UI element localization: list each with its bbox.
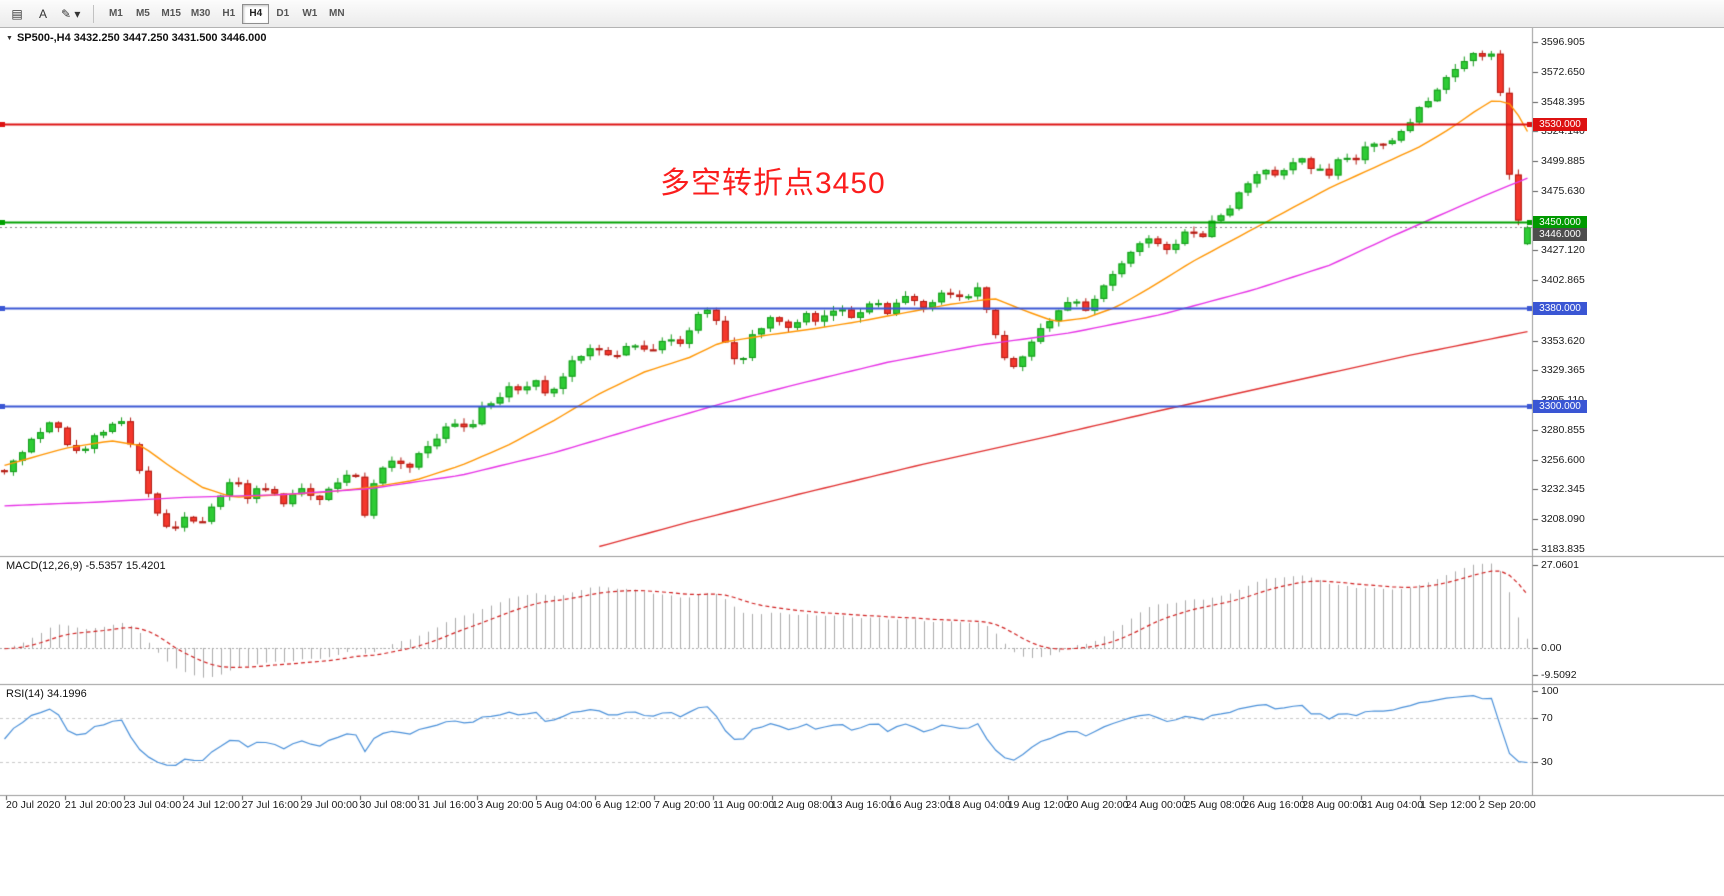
symbol-ohlc-text: SP500-,H4 3432.250 3447.250 3431.500 344… [16, 32, 267, 44]
time-label: 28 Aug 00:00 [1302, 799, 1365, 811]
time-label: 27 Jul 16:00 [241, 799, 299, 811]
time-label: 26 Aug 16:00 [1243, 799, 1306, 811]
price-axis-tick: 3475.630 [1541, 184, 1585, 197]
price-axis-tick: 3596.905 [1541, 36, 1585, 49]
macd-axis-label: 27.0601 [1541, 559, 1579, 571]
timeframe-button-group: M1 M5 M15 M30 H1 H4 D1 W1 MN [102, 3, 350, 24]
time-label: 3 Aug 20:00 [477, 799, 534, 811]
price-axis-tick: 3548.395 [1541, 95, 1585, 108]
time-label: 20 Aug 20:00 [1066, 799, 1129, 811]
timeframe-H1[interactable]: H1 [215, 4, 242, 24]
time-label: 25 Aug 08:00 [1184, 799, 1247, 811]
time-label: 31 Aug 04:00 [1361, 799, 1424, 811]
price-tag-3380[interactable]: 3380.000 [1533, 301, 1587, 315]
timeframe-MN[interactable]: MN [323, 4, 350, 24]
timeframe-D1[interactable]: D1 [269, 4, 296, 24]
chart-canvas[interactable] [0, 28, 1724, 896]
price-axis-tick: 3183.835 [1541, 543, 1585, 555]
macd-axis-label: 0.00 [1541, 641, 1562, 654]
timeframe-M1[interactable]: M1 [102, 4, 129, 24]
symbol-ohlc-label: ▼ SP500-,H4 3432.250 3447.250 3431.500 3… [6, 32, 267, 44]
time-label: 31 Jul 16:00 [418, 799, 476, 811]
rsi-axis-label: 70 [1541, 712, 1553, 724]
time-label: 11 Aug 00:00 [713, 799, 775, 811]
time-label: 1 Sep 12:00 [1420, 799, 1477, 811]
price-axis-tick: 3232.345 [1541, 483, 1585, 496]
price-axis-tick: 3280.855 [1541, 423, 1585, 436]
draw-tool-button[interactable]: ✎ ▾ [56, 3, 85, 25]
time-label: 5 Aug 04:00 [536, 799, 593, 811]
chart-annotation[interactable]: 多空转折点3450 [660, 167, 886, 200]
chart-list-button[interactable]: ▤ [4, 3, 30, 25]
price-axis-tick: 3499.885 [1541, 155, 1585, 168]
time-label: 21 Jul 20:00 [64, 799, 123, 811]
price-axis-tick: 3329.365 [1541, 364, 1585, 377]
time-label: 13 Aug 16:00 [830, 799, 893, 811]
time-label: 24 Jul 12:00 [182, 799, 240, 811]
rsi-axis-label: 100 [1541, 685, 1559, 697]
symbol-dropdown-icon[interactable]: ▼ [6, 34, 13, 42]
price-axis-tick: 3402.865 [1541, 274, 1585, 287]
time-label: 12 Aug 08:00 [772, 799, 834, 811]
timeframe-M5[interactable]: M5 [129, 4, 156, 24]
price-tag-3530[interactable]: 3530.000 [1533, 117, 1587, 131]
macd-label: MACD(12,26,9) -5.5357 15.4201 [6, 560, 166, 572]
price-axis-tick: 3427.120 [1541, 244, 1585, 257]
time-label: 19 Aug 12:00 [1007, 799, 1070, 811]
time-label: 2 Sep 20:00 [1479, 799, 1536, 811]
price-tag-3446[interactable]: 3446.000 [1533, 227, 1587, 241]
timeframe-M15[interactable]: M15 [156, 4, 185, 24]
text-tool-button[interactable]: A [30, 3, 56, 25]
time-label: 23 Jul 04:00 [123, 799, 182, 811]
timeframe-M30[interactable]: M30 [186, 4, 215, 24]
timeframe-W1[interactable]: W1 [296, 4, 323, 24]
time-label: 16 Aug 23:00 [889, 799, 952, 811]
time-label: 29 Jul 00:00 [300, 799, 358, 811]
price-tag-3450[interactable]: 3450.000 [1533, 215, 1587, 229]
time-label: 30 Jul 08:00 [359, 799, 417, 811]
time-label: 20 Jul 2020 [6, 799, 61, 811]
toolbar-separator [93, 4, 95, 23]
price-axis-tick: 3353.620 [1541, 334, 1585, 347]
time-label: 7 Aug 20:00 [654, 799, 711, 811]
time-label: 24 Aug 00:00 [1125, 799, 1188, 811]
toolbar: ▤ A ✎ ▾ M1 M5 M15 M30 H1 H4 D1 W1 MN [0, 0, 1724, 28]
rsi-axis-label: 30 [1541, 756, 1553, 768]
price-tag-3300[interactable]: 3300.000 [1533, 399, 1587, 413]
rsi-label: RSI(14) 34.1996 [6, 688, 87, 700]
price-axis-tick: 3572.650 [1541, 65, 1585, 78]
time-label: 18 Aug 04:00 [948, 799, 1011, 811]
time-label: 6 Aug 12:00 [595, 799, 652, 811]
macd-axis-label: -9.5092 [1541, 669, 1577, 681]
price-axis-tick: 3256.600 [1541, 453, 1585, 466]
tool-button-group: ▤ A ✎ ▾ [4, 3, 85, 25]
price-axis-tick: 3208.090 [1541, 513, 1585, 526]
timeframe-H4[interactable]: H4 [242, 3, 270, 24]
